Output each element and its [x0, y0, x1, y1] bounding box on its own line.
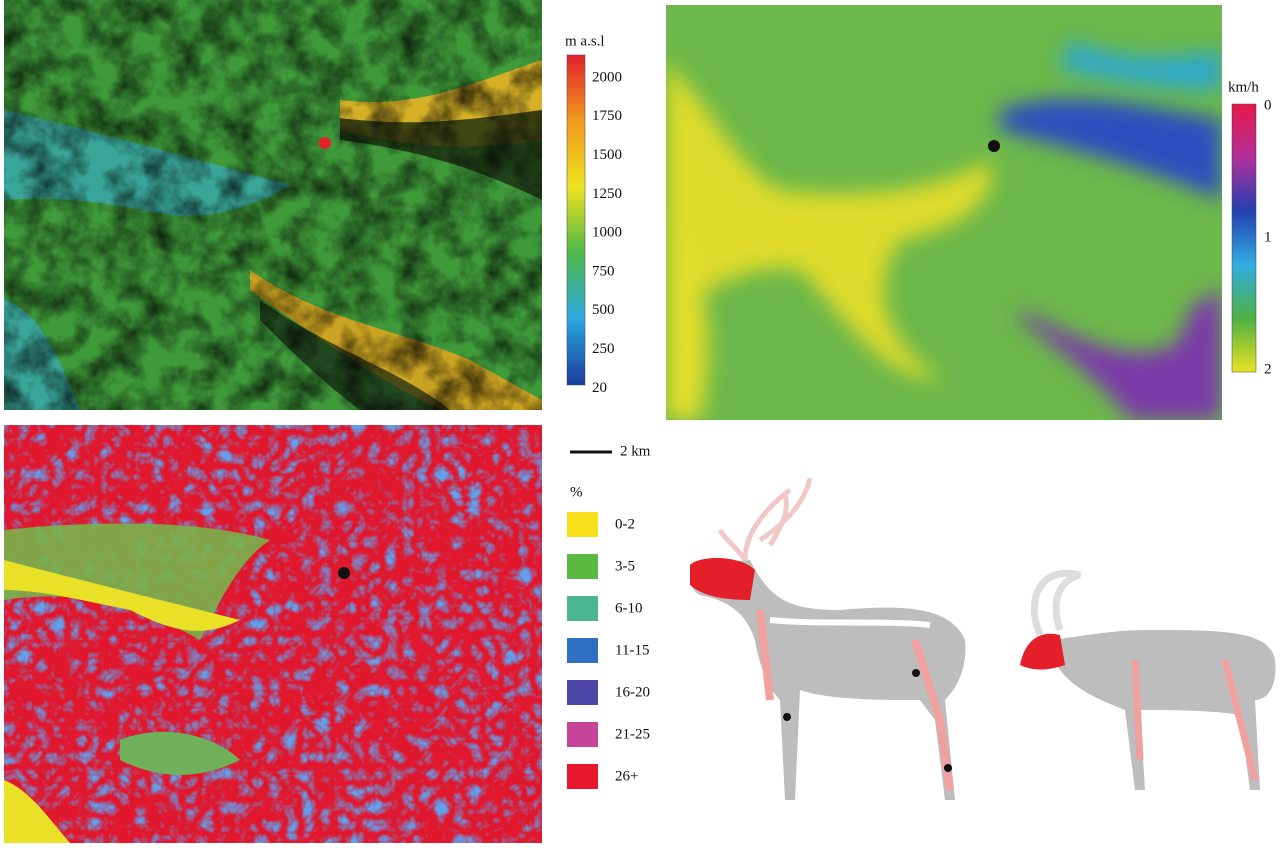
legend-label: 21-25 — [615, 726, 650, 742]
legend-label: 16-20 — [615, 684, 650, 700]
slope-map — [4, 425, 542, 843]
tick-label: 1750 — [592, 108, 622, 124]
tick-label: 1250 — [592, 186, 622, 202]
ibex-skeleton — [1020, 569, 1276, 790]
legend-swatch — [567, 512, 598, 537]
legend-swatch — [567, 554, 598, 579]
legend-label: 11-15 — [615, 642, 649, 658]
legend-label: 26+ — [615, 768, 638, 784]
tick-label: 1000 — [592, 225, 622, 241]
legend-swatch — [567, 638, 598, 663]
tick-label: 250 — [592, 341, 615, 357]
legend-title: % — [570, 484, 583, 500]
legend-swatch — [567, 722, 598, 747]
legend-title: km/h — [1228, 79, 1259, 95]
color-bar — [1231, 103, 1257, 373]
tick-label: 1500 — [592, 147, 622, 163]
tick-label: 750 — [592, 263, 615, 279]
legend-label: 3-5 — [615, 558, 635, 574]
speed-map — [666, 5, 1222, 420]
scale-label: 2 km — [620, 443, 651, 459]
color-bar — [566, 54, 586, 386]
legend-swatch — [567, 680, 598, 705]
tick-label: 0 — [1264, 97, 1272, 113]
deer-skeleton — [690, 477, 966, 800]
tick-label: 1 — [1264, 229, 1272, 245]
tick-label: 2 — [1264, 361, 1272, 377]
legend-title: m a.s.l — [565, 33, 605, 49]
tick-label: 20 — [592, 380, 607, 396]
tick-label: 2000 — [592, 69, 622, 85]
legend-swatch — [567, 764, 598, 789]
elevation-map — [4, 0, 542, 410]
legend-label: 0-2 — [615, 516, 635, 532]
tick-label: 500 — [592, 302, 615, 318]
legend-swatch — [567, 596, 598, 621]
legend-label: 6-10 — [615, 600, 643, 616]
